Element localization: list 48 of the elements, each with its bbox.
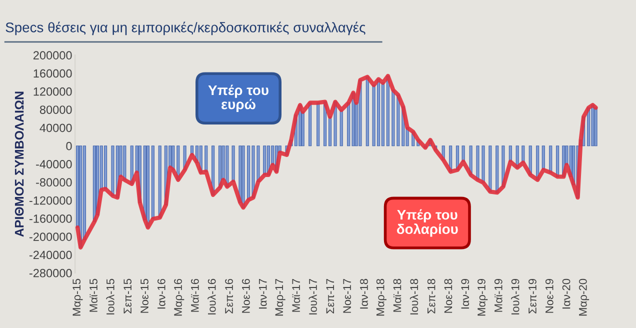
x-tick-label: Μαρ-18 xyxy=(376,278,386,316)
y-tick-label: 40000 xyxy=(40,124,72,132)
y-tick-label: -280000 xyxy=(29,268,72,278)
y-tick-label: -160000 xyxy=(29,214,72,223)
y-tick-label: 160000 xyxy=(34,69,72,78)
x-tick-label: Μαρ-16 xyxy=(174,278,184,316)
x-tick-label: Μαϊ-16 xyxy=(190,278,199,312)
x-tick-label: Μαρ-15 xyxy=(72,278,83,316)
x-tick-label: Ιουλ-18 xyxy=(410,278,418,314)
x-tick-label: Σεπ-15 xyxy=(124,278,132,314)
x-tick-label: Σεπ-16 xyxy=(225,278,233,314)
x-tick-label: Μαρ-17 xyxy=(275,279,286,316)
x-tick-label: Μαϊ-17 xyxy=(292,279,300,312)
x-tick-label: Ιουλ-15 xyxy=(106,278,114,314)
x-tick-label: Ιουλ-17 xyxy=(308,279,317,314)
chart-title: Specs θέσεις για μη εμπορικές/κερδοσκοπικές συναλλαγές xyxy=(6,22,366,36)
x-tick-label: Μαρ-20 xyxy=(578,278,590,316)
y-tick-label: -120000 xyxy=(29,196,72,205)
x-tick-label: Σεπ-18 xyxy=(427,278,436,314)
x-tick-label: Σεπ-17 xyxy=(326,279,334,314)
x-tick-label: Σεπ-19 xyxy=(528,278,536,314)
x-tick-label: Ιουλ-19 xyxy=(511,278,520,314)
x-tick-label: Ιαν-18 xyxy=(360,278,368,309)
y-tick-label: -80000 xyxy=(36,178,72,187)
x-tick-label: Νοε-16 xyxy=(242,278,250,313)
x-tick-label: Ιαν-19 xyxy=(461,278,470,309)
x-tick-label: Μαρ-19 xyxy=(478,278,488,316)
x-tick-label: Ιουλ-16 xyxy=(208,278,216,314)
y-tick-label: 80000 xyxy=(40,106,72,114)
annotation: Υπέρ του δολαρίου xyxy=(396,209,458,237)
x-tick-label: Ιαν-17 xyxy=(259,279,267,309)
y-tick-label: -240000 xyxy=(29,250,72,260)
y-tick-label: -40000 xyxy=(36,160,72,168)
x-tick-label: Νοε-15 xyxy=(140,278,148,313)
x-tick-label: Νοε-17 xyxy=(343,279,352,313)
x-tick-label: Ιαν-16 xyxy=(157,278,166,309)
y-axis-title: ΑΡΙΘΜΟΣ ΣΥΜΒΟΛΑΙΩΝ xyxy=(14,92,24,237)
x-tick-label: Ιαν-20 xyxy=(562,278,570,309)
x-tick-label: Μαϊ-18 xyxy=(393,278,402,312)
x-tick-label: Νοε-18 xyxy=(444,278,452,313)
y-tick-label: 0 xyxy=(66,142,72,150)
x-tick-label: Μαϊ-15 xyxy=(90,278,98,312)
y-tick-label: 120000 xyxy=(34,87,72,96)
x-tick-label: Μαϊ-19 xyxy=(494,278,502,312)
y-tick-label: 200000 xyxy=(33,51,72,60)
annotation: Υπέρ του ευρώ xyxy=(208,84,268,112)
y-tick-label: -200000 xyxy=(29,232,72,241)
x-tick-label: Νοε-19 xyxy=(545,278,554,313)
